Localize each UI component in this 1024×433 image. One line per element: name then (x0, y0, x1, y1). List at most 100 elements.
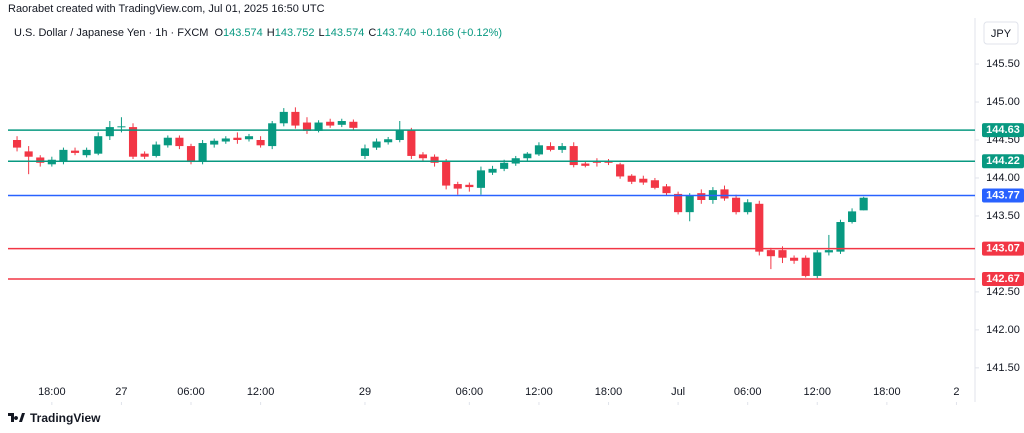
symbol-legend: U.S. Dollar / Japanese Yen · 1h · FXCM O 1… (14, 27, 502, 39)
level-label: 143.77 (986, 189, 1020, 201)
candle-body (743, 202, 752, 213)
x-tick-label: 2 (953, 386, 959, 398)
candle-body (755, 203, 764, 252)
candle-body (627, 175, 636, 182)
x-tick-label: 12:00 (525, 386, 553, 398)
candle-body (360, 148, 370, 156)
candle-body (407, 130, 416, 156)
x-tick-label: 29 (359, 386, 371, 398)
x-tick-label: 12:00 (247, 386, 275, 398)
candle-body (24, 151, 33, 157)
x-tick-label: 06:00 (734, 386, 762, 398)
candle-body (453, 184, 462, 189)
candle-body (279, 111, 288, 124)
y-tick-label: 141.50 (986, 362, 1020, 374)
x-tick-label: 06:00 (456, 386, 484, 398)
candle-body (616, 164, 625, 177)
candle-body (569, 146, 578, 166)
candle-body (836, 222, 845, 252)
candle-body (662, 186, 671, 194)
candle-body (291, 111, 300, 126)
candle-body (152, 144, 161, 156)
candle-body (47, 159, 56, 165)
candle-body (36, 157, 45, 163)
level-label-box (982, 123, 1024, 138)
logo-text: TradingView (30, 411, 101, 425)
level-label: 144.22 (986, 155, 1020, 167)
candle-body (384, 139, 393, 143)
candle-body (685, 195, 694, 213)
candle-body (175, 137, 184, 147)
logo (8, 413, 25, 422)
x-tick-label: 12:00 (804, 386, 832, 398)
y-tick-label: 142.00 (986, 324, 1020, 336)
legend-label: L (318, 27, 324, 39)
candle-body (163, 137, 172, 146)
level-label: 144.63 (986, 124, 1020, 136)
candle-body (395, 130, 404, 140)
currency-box (983, 21, 1019, 45)
level-label-box (982, 241, 1024, 256)
candle-body (314, 122, 323, 131)
candle-body (337, 121, 346, 125)
y-tick-label: 145.00 (986, 96, 1020, 108)
candle-body (326, 121, 335, 126)
credit: Raorabet created with TradingView.com, J… (8, 3, 325, 15)
candle-body (801, 257, 810, 276)
level-label: 142.67 (986, 273, 1020, 285)
level-label-box (982, 154, 1024, 169)
candle-body (12, 140, 22, 148)
candle-body (59, 149, 68, 163)
candle-body (442, 161, 451, 186)
x-tick-label: 18:00 (38, 386, 66, 398)
candle-body (848, 211, 857, 223)
candle-body (581, 163, 590, 166)
x-tick-label: 06:00 (177, 386, 205, 398)
candle-body (186, 146, 196, 163)
candle-body (813, 252, 822, 276)
legend-label: C (368, 27, 376, 39)
candle-body (140, 153, 149, 157)
candle-body (268, 123, 277, 147)
candle-body (349, 121, 358, 128)
candle-body (198, 143, 207, 163)
x-tick-label: Jul (671, 386, 685, 398)
candle-body (233, 137, 242, 140)
level-label: 143.07 (986, 243, 1020, 255)
candle-body (476, 170, 486, 188)
candle-body (720, 189, 729, 199)
candle-body (302, 122, 312, 131)
candle-body (244, 136, 254, 140)
y-tick-label: 144.00 (986, 172, 1020, 184)
candle-body (523, 153, 532, 159)
candle-body (221, 138, 230, 142)
legend-label: H (267, 27, 275, 39)
legend-value: 143.574 (325, 27, 365, 39)
y-tick-label: 142.50 (986, 286, 1020, 298)
x-tick-label: 27 (115, 386, 127, 398)
candle-body (70, 150, 80, 153)
candle-body (546, 146, 555, 150)
y-tick-label: 143.50 (986, 210, 1020, 222)
legend-change: +0.166 (+0.12%) (420, 27, 502, 39)
candle-body (534, 145, 543, 155)
level-label-box (982, 188, 1024, 203)
y-tick-label: 145.50 (986, 58, 1020, 70)
legend-value: 143.740 (376, 27, 416, 39)
candle-body (94, 136, 103, 154)
candle-body (256, 140, 265, 146)
candle-body (210, 140, 219, 145)
candle-body (465, 184, 474, 188)
candle-body (558, 146, 567, 150)
candle-body (766, 250, 775, 257)
x-tick-label: 18:00 (873, 386, 901, 398)
candle-body (128, 127, 138, 157)
candle-body (430, 156, 439, 163)
symbol: U.S. Dollar / Japanese Yen · 1h · FXCM (14, 27, 208, 39)
legend-label: O (214, 27, 223, 39)
candle-body (778, 250, 787, 258)
legend-value: 143.752 (275, 27, 315, 39)
candle-body (418, 154, 428, 159)
